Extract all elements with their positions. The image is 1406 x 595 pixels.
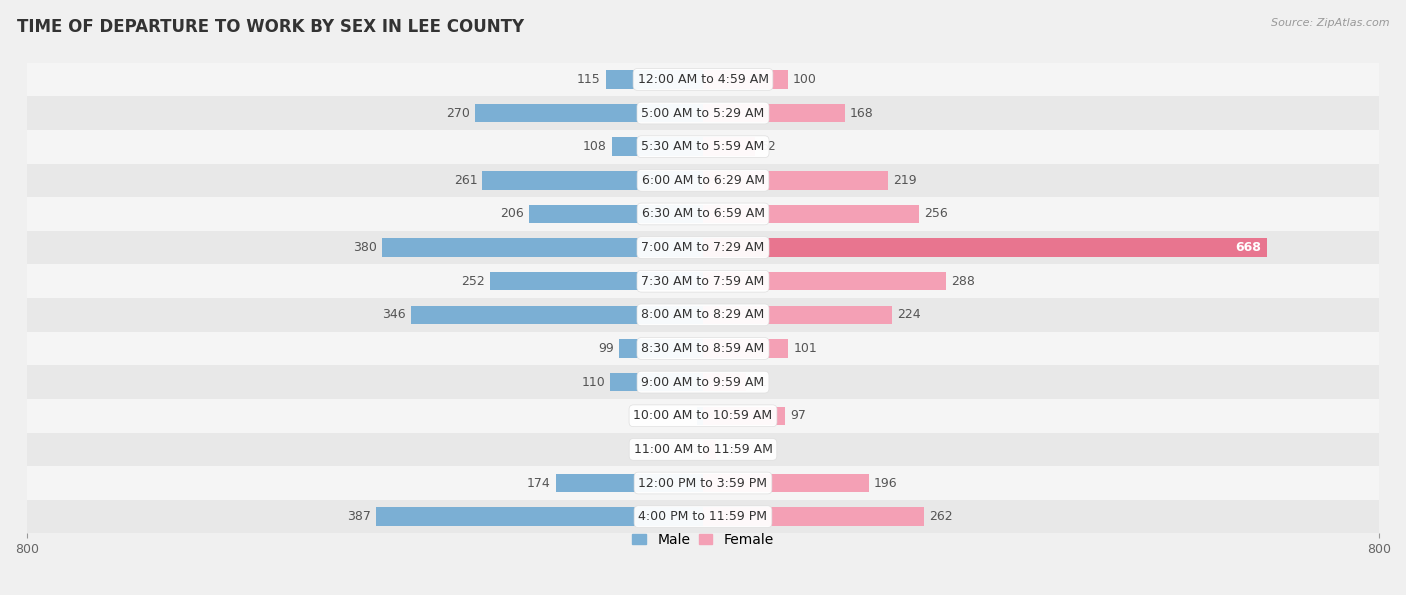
Text: 206: 206 (501, 208, 524, 221)
Bar (703, 272, 946, 290)
Text: 346: 346 (382, 308, 405, 321)
Bar (606, 70, 703, 89)
Text: 101: 101 (793, 342, 817, 355)
Text: 7:00 AM to 7:29 AM: 7:00 AM to 7:29 AM (641, 241, 765, 254)
Bar (27, 231, 1379, 264)
Text: 4:00 PM to 11:59 PM: 4:00 PM to 11:59 PM (638, 510, 768, 523)
Text: 97: 97 (790, 409, 806, 422)
Bar (703, 339, 789, 358)
Bar (27, 96, 1379, 130)
Text: 6:30 AM to 6:59 AM: 6:30 AM to 6:59 AM (641, 208, 765, 221)
Text: 100: 100 (793, 73, 817, 86)
Bar (703, 70, 787, 89)
Bar (529, 205, 703, 223)
Text: 270: 270 (446, 107, 470, 120)
Text: 51: 51 (751, 375, 768, 389)
Bar (27, 130, 1379, 164)
Bar (27, 298, 1379, 331)
Bar (703, 474, 869, 492)
Text: 15: 15 (721, 443, 737, 456)
Text: 262: 262 (929, 510, 953, 523)
Text: 174: 174 (527, 477, 551, 490)
Text: 11:00 AM to 11:59 AM: 11:00 AM to 11:59 AM (634, 443, 772, 456)
Bar (27, 365, 1379, 399)
Bar (703, 373, 747, 392)
Text: 9:00 AM to 9:59 AM: 9:00 AM to 9:59 AM (641, 375, 765, 389)
Bar (703, 205, 920, 223)
Text: 99: 99 (599, 342, 614, 355)
Bar (703, 239, 1267, 257)
Text: 6:00 AM to 6:29 AM: 6:00 AM to 6:29 AM (641, 174, 765, 187)
Text: 387: 387 (347, 510, 371, 523)
Text: 12:00 PM to 3:59 PM: 12:00 PM to 3:59 PM (638, 477, 768, 490)
Text: 219: 219 (893, 174, 917, 187)
Text: 62: 62 (761, 140, 776, 153)
Bar (610, 373, 703, 392)
Bar (375, 508, 703, 526)
Bar (27, 62, 1379, 96)
Bar (612, 137, 703, 156)
Text: 10:00 AM to 10:59 AM: 10:00 AM to 10:59 AM (634, 409, 772, 422)
Text: 5:30 AM to 5:59 AM: 5:30 AM to 5:59 AM (641, 140, 765, 153)
Bar (27, 433, 1379, 466)
Bar (382, 239, 703, 257)
Bar (27, 331, 1379, 365)
Bar (475, 104, 703, 123)
Bar (703, 306, 893, 324)
Text: 115: 115 (576, 73, 600, 86)
Bar (703, 406, 785, 425)
Text: 0: 0 (690, 443, 697, 456)
Text: 380: 380 (353, 241, 377, 254)
Text: 5:00 AM to 5:29 AM: 5:00 AM to 5:29 AM (641, 107, 765, 120)
Text: 168: 168 (851, 107, 873, 120)
Text: 110: 110 (581, 375, 605, 389)
Bar (697, 406, 703, 425)
Text: 196: 196 (873, 477, 897, 490)
Text: 108: 108 (583, 140, 606, 153)
Text: 12:00 AM to 4:59 AM: 12:00 AM to 4:59 AM (637, 73, 769, 86)
Bar (555, 474, 703, 492)
Text: Source: ZipAtlas.com: Source: ZipAtlas.com (1271, 18, 1389, 28)
Bar (27, 399, 1379, 433)
Text: 224: 224 (897, 308, 921, 321)
Bar (27, 197, 1379, 231)
Bar (703, 104, 845, 123)
Bar (27, 264, 1379, 298)
Legend: Male, Female: Male, Female (627, 527, 779, 552)
Text: 288: 288 (952, 275, 976, 288)
Bar (703, 508, 924, 526)
Bar (491, 272, 703, 290)
Bar (620, 339, 703, 358)
Bar (703, 171, 889, 190)
Text: 252: 252 (461, 275, 485, 288)
Bar (27, 466, 1379, 500)
Text: 256: 256 (924, 208, 948, 221)
Bar (27, 500, 1379, 534)
Bar (703, 440, 716, 459)
Text: 7: 7 (683, 409, 692, 422)
Bar (411, 306, 703, 324)
Bar (703, 137, 755, 156)
Text: 7:30 AM to 7:59 AM: 7:30 AM to 7:59 AM (641, 275, 765, 288)
Text: 8:00 AM to 8:29 AM: 8:00 AM to 8:29 AM (641, 308, 765, 321)
Text: 261: 261 (454, 174, 478, 187)
Bar (482, 171, 703, 190)
Text: TIME OF DEPARTURE TO WORK BY SEX IN LEE COUNTY: TIME OF DEPARTURE TO WORK BY SEX IN LEE … (17, 18, 524, 36)
Text: 8:30 AM to 8:59 AM: 8:30 AM to 8:59 AM (641, 342, 765, 355)
Text: 668: 668 (1234, 241, 1261, 254)
Bar (27, 164, 1379, 197)
